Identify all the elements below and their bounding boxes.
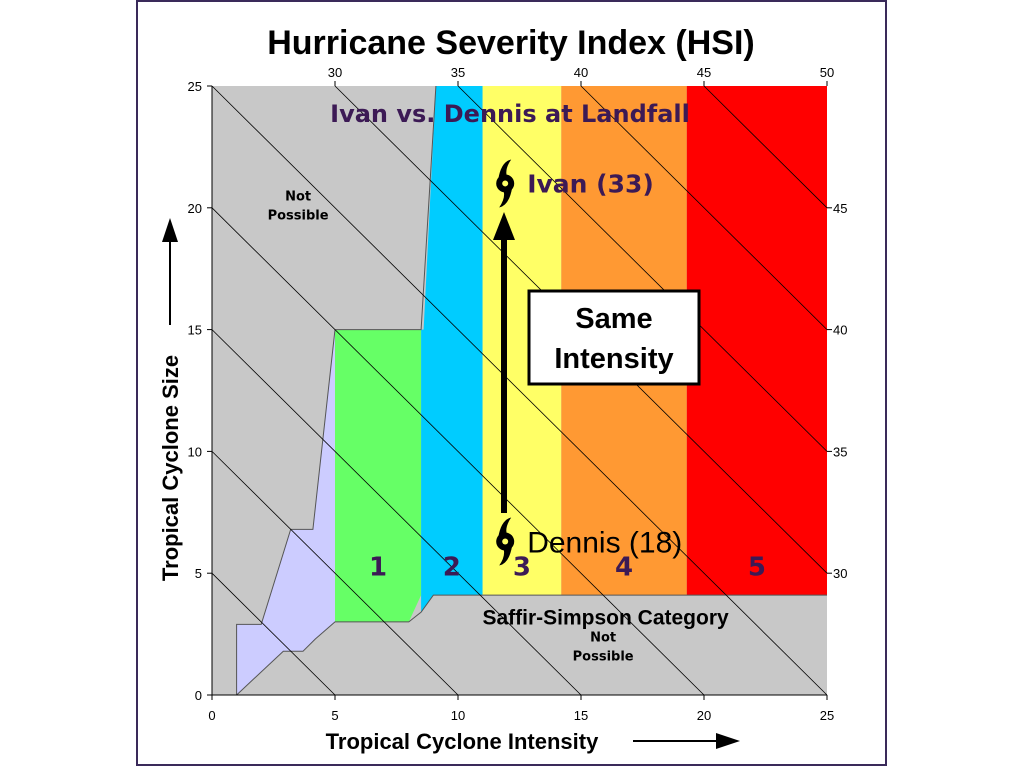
top-tick-label-40: 40 [574,65,588,80]
category-band-5 [686,86,827,596]
x-tick-label-0: 0 [208,708,215,723]
tropical-storm-region [236,329,335,695]
hurricane-symbol-icon [498,159,512,180]
storm-marker-dennis [496,517,515,566]
category-band-2 [421,86,483,613]
right-tick-label-30: 30 [833,566,847,581]
not-possible-label-2-line-2: Possible [573,649,634,664]
category-label-3: 3 [513,553,531,583]
storm-marker-ivan [496,159,515,208]
isoline-25 [211,85,828,696]
right-tick-label-35: 35 [833,444,847,459]
category-label-2: 2 [443,553,461,583]
x-tick-label-5: 5 [331,708,338,723]
saffir-simpson-label: Saffir-Simpson Category [482,606,729,629]
right-tick-label-40: 40 [833,323,847,338]
possible-boundary-upper [236,85,437,695]
x-tick-label-20: 20 [697,708,711,723]
top-tick-label-35: 35 [451,65,465,80]
category-label-1: 1 [369,553,387,583]
isoline-45 [703,85,828,209]
isoline-35 [457,85,828,452]
y-tick-label-25: 25 [188,79,202,94]
x-tick-label-25: 25 [820,708,834,723]
top-tick-label-45: 45 [697,65,711,80]
y-tick-label-0: 0 [195,688,202,703]
same-intensity-line-2: Intensity [554,343,673,375]
isoline-40 [580,85,828,330]
top-tick-label-30: 30 [328,65,342,80]
hurricane-eye-icon [502,180,509,187]
chart-title: Hurricane Severity Index (HSI) [267,24,755,62]
same-intensity-box: Same Intensity [527,289,701,386]
top-tick-label-50: 50 [820,65,834,80]
isoline-5 [211,572,336,696]
isoline-10 [211,451,459,696]
hurricane-symbol-icon [499,545,513,566]
not-possible-label-1-line-1: Not [285,189,311,204]
hurricane-symbol-icon [498,517,512,538]
y-tick-label-20: 20 [188,201,202,216]
y-tick-label-5: 5 [195,566,202,581]
same-intensity-arrow [493,212,515,513]
category-label-4: 4 [615,553,633,583]
y-tick-label-15: 15 [188,323,202,338]
storm-label-dennis: Dennis (18) [527,527,682,560]
right-tick-label-45: 45 [833,201,847,216]
possible-boundary-lower [236,594,827,696]
hurricane-eye-icon [502,538,509,545]
not-possible-label-1-line-2: Possible [268,208,329,223]
y-tick-label-10: 10 [188,444,202,459]
y-axis-label: Tropical Cyclone Size [158,355,183,581]
same-intensity-line-1: Same [575,303,652,335]
x-tick-label-15: 15 [574,708,588,723]
not-possible-label-2-line-1: Not [590,630,616,645]
category-label-5: 5 [748,553,766,583]
isoline-20 [211,207,705,696]
y-axis-arrow [162,218,178,325]
hurricane-symbol-icon [499,187,513,208]
x-axis-arrow [633,733,740,749]
x-tick-label-10: 10 [451,708,465,723]
isoline-15 [211,329,582,696]
x-axis-label: Tropical Cyclone Intensity [326,729,599,754]
chart-subtitle: Ivan vs. Dennis at Landfall [330,100,690,128]
storm-label-ivan: Ivan (33) [527,169,654,198]
category-band-1 [335,329,422,622]
